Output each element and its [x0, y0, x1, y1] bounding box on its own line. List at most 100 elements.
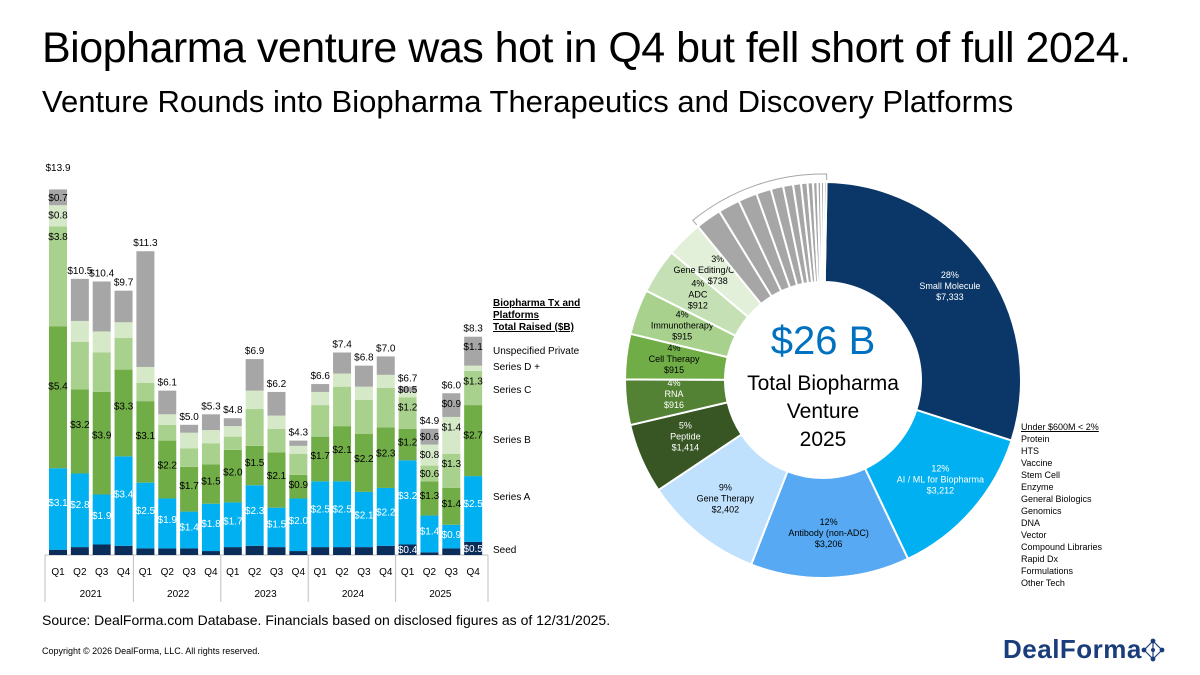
slice-name-label: Cell Therapy: [649, 354, 700, 364]
bar-segment-series-b: [49, 326, 67, 469]
bar-segment-series-a: [49, 468, 67, 550]
x-tick-label: Q3: [95, 567, 109, 578]
year-group-label: 2024: [342, 589, 365, 600]
series-legend-label: Unspecified Private: [493, 346, 580, 357]
bar-segment-series-d-: [70, 320, 89, 342]
bar-segment-series-a: [201, 503, 220, 552]
bar-segment-seed: [289, 551, 308, 555]
bar-total-label: $5.0: [179, 412, 199, 423]
legend-title: Biopharma Tx and: [493, 298, 580, 309]
small-legend-item: Compound Libraries: [1021, 542, 1103, 552]
bar-segment-series-a: [311, 481, 330, 548]
segment-data-label: $0.6: [420, 432, 440, 443]
segment-data-label: $1.7: [179, 481, 199, 492]
bar-segment-seed: [267, 547, 286, 555]
bar-segment-series-a: [289, 498, 308, 552]
bar-segment-series-d-: [398, 391, 417, 398]
year-group-label: 2025: [429, 589, 452, 600]
bar-segment-series-a: [398, 460, 417, 545]
series-legend-label: Series B: [493, 435, 531, 446]
bar-segment-series-a: [245, 485, 264, 546]
bar-total-label: $6.7: [398, 374, 418, 385]
bar-segment-series-b: [114, 369, 133, 457]
segment-data-label: $1.3: [463, 376, 483, 387]
x-tick-label: Q4: [292, 567, 306, 578]
segment-data-label: $0.5: [398, 385, 418, 396]
segment-data-label: $0.4: [398, 545, 418, 556]
slice-name-label: RNA: [664, 389, 683, 399]
x-tick-label: Q4: [204, 567, 218, 578]
bar-total-label: $11.3: [133, 238, 158, 249]
bar-total-label: $6.2: [267, 379, 287, 390]
small-legend-item: HTS: [1021, 446, 1039, 456]
bar-segment-series-c: [180, 448, 199, 467]
segment-data-label: $0.8: [48, 211, 68, 222]
bar-total-label: $8.3: [463, 324, 483, 335]
small-legend-title: Under $600M < 2%: [1021, 422, 1099, 432]
year-group-label: 2022: [167, 589, 190, 600]
bar-segment-seed: [92, 544, 111, 555]
bar-segment-series-d-: [223, 426, 242, 437]
bar-segment-series-d-: [311, 391, 330, 406]
slice-name-label: Small Molecule: [919, 281, 980, 291]
segment-data-label: $1.4: [442, 499, 462, 510]
bar-segment-series-d-: [420, 444, 439, 466]
slice-pct-label: 12%: [820, 517, 838, 527]
x-tick-label: Q2: [248, 567, 262, 578]
series-legend-label: Seed: [493, 545, 516, 556]
bar-segment-series-c: [114, 338, 133, 370]
bar-segment-series-a: [92, 494, 111, 545]
bar-segment-seed: [201, 551, 220, 555]
small-slices-bracket: [692, 173, 828, 226]
segment-data-label: $2.2: [158, 460, 178, 471]
segment-data-label: $2.1: [354, 511, 374, 522]
slice-pct-label: 3%: [711, 254, 724, 264]
segment-data-label: $0.5: [463, 544, 483, 555]
bar-segment-series-c: [333, 386, 352, 427]
slice-name-label: ADC: [688, 289, 708, 299]
bar-segment-seed: [245, 545, 264, 555]
bar-segment-seed: [180, 548, 199, 555]
x-tick-label: Q3: [445, 567, 459, 578]
bar-segment-seed: [398, 544, 417, 555]
x-tick-label: Q2: [73, 567, 87, 578]
segment-data-label: $1.4: [442, 422, 462, 433]
slice-value-label: $916: [664, 400, 684, 410]
bar-segment-series-d-: [92, 331, 111, 353]
bar-segment-series-a: [136, 482, 155, 549]
bar-segment-series-b: [464, 405, 483, 477]
slice-pct-label: 4%: [691, 278, 704, 288]
year-group-label: 2023: [254, 589, 277, 600]
bar-segment-series-d-: [245, 390, 264, 410]
bar-total-label: $10.4: [89, 268, 114, 279]
page-title: Biopharma venture was hot in Q4 but fell…: [42, 24, 1131, 72]
bar-segment-series-b: [245, 445, 264, 486]
segment-data-label: $1.4: [420, 527, 440, 538]
bar-segment-unspecified-private: [201, 414, 220, 431]
bar-total-label: $10.5: [67, 266, 92, 277]
molecule-icon: [1141, 638, 1165, 661]
segment-data-label: $1.5: [245, 458, 265, 469]
slice-pct-label: 4%: [667, 378, 680, 388]
bar-segment-seed: [49, 549, 67, 555]
bar-segment-series-a: [223, 502, 242, 548]
segment-data-label: $1.4: [179, 523, 199, 534]
bar-segment-series-a: [180, 511, 199, 549]
small-legend-item: DNA: [1021, 518, 1041, 528]
bar-segment-seed: [464, 541, 483, 555]
copyright-note: Copyright © 2026 DealForma, LLC. All rig…: [42, 646, 260, 656]
segment-data-label: $1.2: [398, 403, 418, 414]
segment-data-label: $1.5: [267, 520, 287, 531]
small-legend-item: Formulations: [1021, 566, 1074, 576]
bar-segment-series-d-: [49, 205, 67, 227]
slice-value-label: $3,212: [927, 486, 955, 496]
small-legend-item: Stem Cell: [1021, 470, 1061, 480]
bar-segment-series-a: [114, 456, 133, 546]
bar-segment-series-d-: [354, 386, 373, 400]
segment-data-label: $2.2: [376, 508, 396, 519]
bar-segment-series-b: [376, 427, 395, 488]
donut-slice-small-molecule: [823, 181, 1022, 442]
slice-name-label: Gene Therapy: [697, 494, 755, 504]
x-tick-label: Q2: [335, 567, 349, 578]
